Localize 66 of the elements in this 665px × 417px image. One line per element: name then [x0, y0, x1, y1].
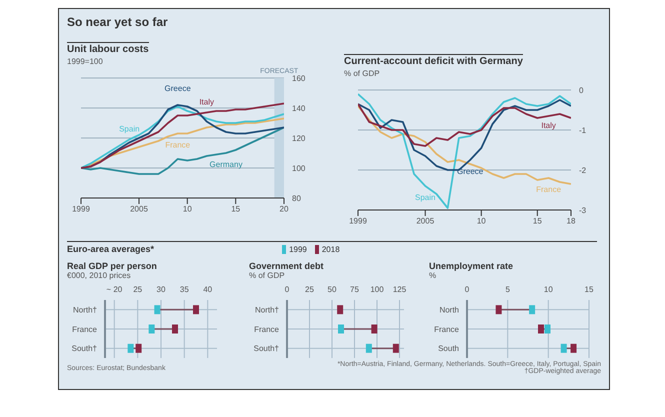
y-tick-label: 160	[292, 74, 306, 83]
x-axis-title: % of GDP	[249, 271, 286, 280]
series-label: Greece	[456, 167, 484, 176]
x-tick-label: 25	[305, 285, 314, 294]
series-label: Italy	[199, 98, 214, 106]
chart-title: Unemployment rate	[429, 261, 514, 271]
x-tick-label: 10	[476, 216, 486, 226]
series-label: Spain	[415, 193, 436, 202]
x-tick-label: 35	[180, 285, 190, 294]
x-tick-label: 100	[370, 285, 384, 294]
y-tick-label: 0	[579, 86, 584, 95]
y-tick-label: North†	[254, 306, 279, 315]
chart-title: Current-account deficit with Germany	[344, 54, 523, 67]
y-tick-label: 100	[292, 164, 306, 173]
y-tick-label: France	[254, 324, 280, 334]
x-tick-label: 1999	[72, 204, 90, 214]
chart-subtitle: Unit labour costs	[67, 42, 149, 55]
y-tick-label: 140	[292, 104, 306, 113]
x-tick-label: 0	[464, 285, 470, 294]
x-tick-label: 0	[284, 285, 290, 294]
x-tick-label: ~ 20	[106, 285, 123, 294]
y-tick-label: -1	[579, 126, 587, 135]
series-label: Spain	[119, 124, 140, 134]
legend-title: Euro-area averages*	[67, 244, 154, 254]
series-label: Italy	[541, 121, 556, 130]
y-tick-label: -3	[579, 206, 587, 215]
series-label: France	[536, 185, 562, 194]
y-tick-label: South†	[72, 344, 97, 354]
x-tick-label: 20	[280, 204, 289, 214]
x-tick-label: 1999	[349, 216, 368, 226]
x-tick-label: 10	[182, 204, 192, 214]
x-tick-label: 2005	[416, 216, 435, 226]
x-tick-label: 2005	[130, 204, 148, 214]
x-tick-label: 10	[544, 285, 554, 294]
series-label: France	[165, 140, 191, 150]
x-tick-label: 15	[532, 216, 542, 226]
chart-title: Real GDP per person	[67, 261, 158, 271]
y-tick-label: 120	[292, 134, 306, 143]
series-label: Germany	[210, 160, 242, 169]
y-tick-label: South	[438, 344, 459, 354]
x-axis-title: €000, 2010 prices	[67, 271, 132, 280]
y-tick-label: North†	[72, 306, 97, 315]
y-tick-label: France	[434, 324, 460, 334]
legend-label: 2018	[320, 244, 340, 254]
y-axis-title: % of GDP	[344, 69, 381, 78]
y-tick-label: -2	[579, 166, 587, 175]
y-tick-label: South†	[254, 344, 279, 354]
y-tick-label: 80	[292, 194, 302, 203]
x-tick-label: 15	[231, 204, 241, 214]
y-axis-title: 1999=100	[67, 57, 104, 66]
x-tick-label: 25	[133, 285, 143, 294]
x-tick-label: 50	[328, 285, 337, 294]
chart-title: So near yet so far	[67, 15, 169, 29]
chart-title: Government debt	[249, 261, 325, 271]
x-tick-label: 30	[156, 285, 166, 294]
y-tick-label: France	[72, 324, 98, 334]
x-tick-label: 40	[203, 285, 213, 294]
x-tick-label: 75	[350, 285, 360, 294]
series-label: Greece	[164, 84, 192, 93]
x-tick-label: 5	[505, 285, 510, 294]
x-axis-title: %	[429, 271, 438, 280]
legend-label: 1999	[288, 244, 307, 254]
x-tick-label: 125	[392, 285, 407, 294]
y-tick-label: North	[439, 306, 459, 315]
x-tick-label: 18	[566, 216, 576, 226]
x-tick-label: 15	[584, 285, 594, 294]
